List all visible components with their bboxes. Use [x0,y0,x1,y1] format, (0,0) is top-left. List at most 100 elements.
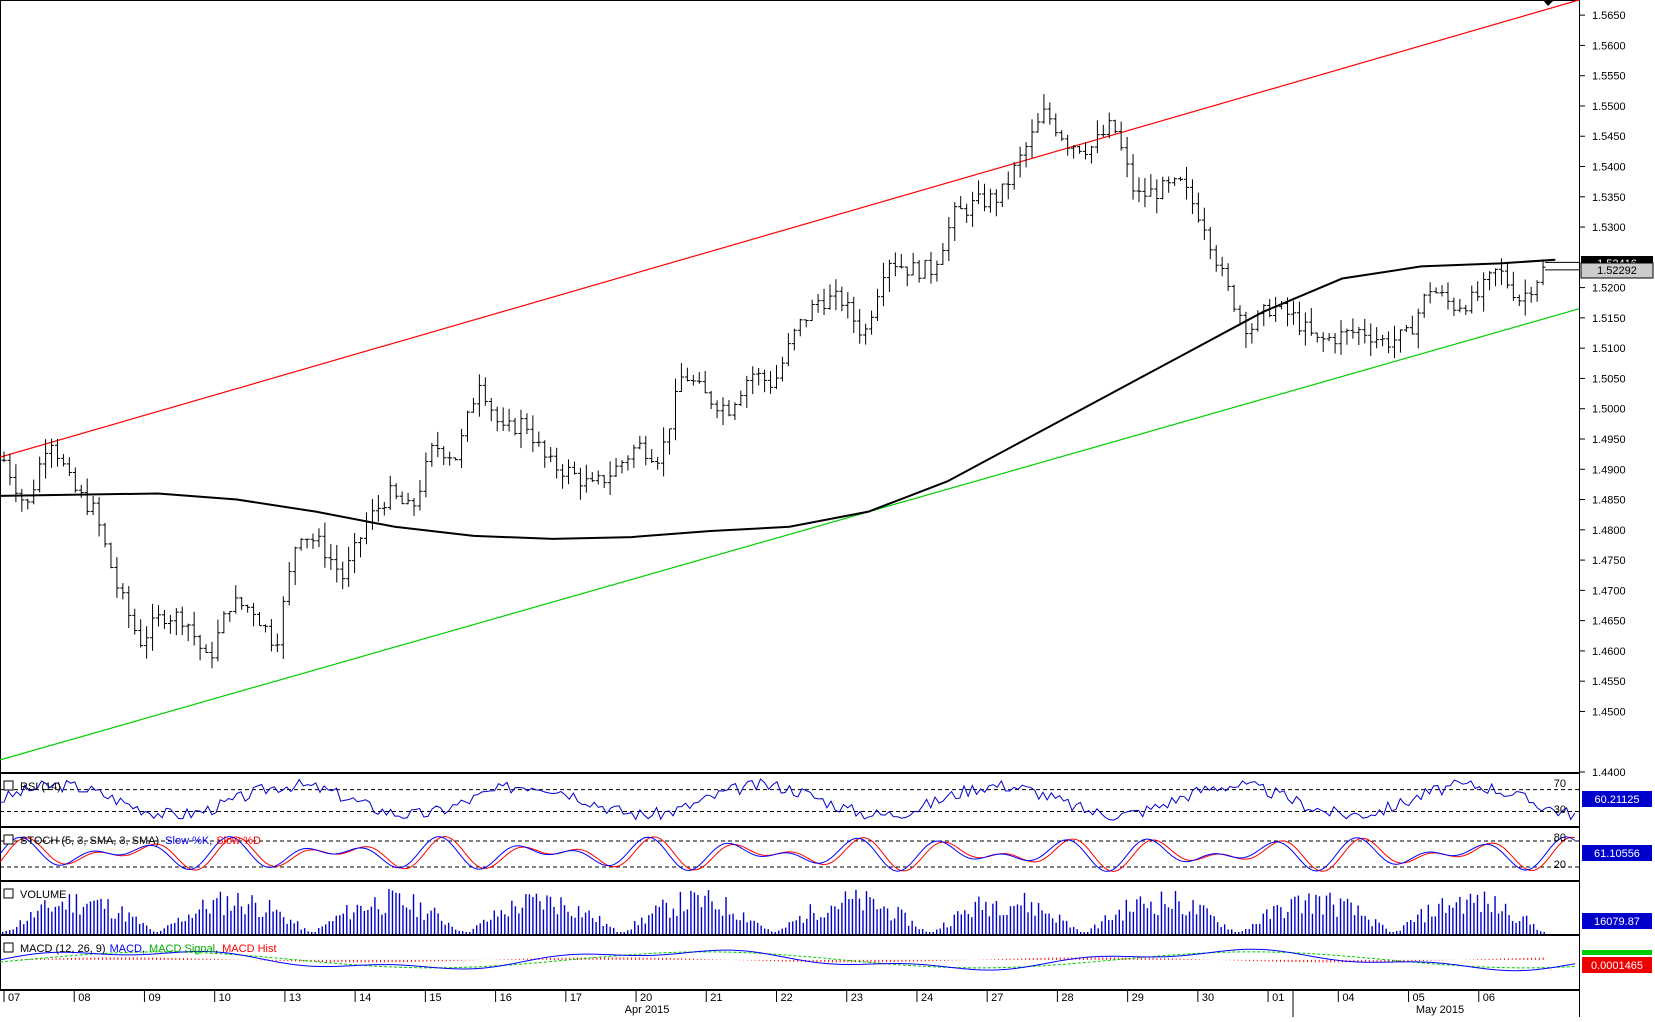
volume-bar [1027,912,1029,934]
volume-bar [988,916,991,934]
volume-title[interactable]: VOLUME [3,888,66,901]
volume-bar [402,905,404,934]
volume-bar [240,906,243,934]
volume-bar [1009,906,1012,934]
volume-bar [1202,905,1205,934]
volume-bar [430,910,432,934]
volume-bar [1427,904,1430,934]
volume-bar [679,891,682,934]
volume-bar [465,932,467,934]
volume-bar [834,906,836,934]
stoch-title[interactable]: STOCH (5, 3, SMA, 3, SMA) Slow %K, Slow %D [3,834,261,847]
rsi-value: 60.21125 [1594,794,1639,806]
volume-bar [936,929,938,934]
volume-bar [451,926,453,934]
volume-bar [33,917,36,934]
volume-panel [2,888,1545,934]
close-icon[interactable] [3,888,14,899]
rsi-title[interactable]: RSI (14) [3,780,61,793]
x-tick-label: 14 [359,992,371,1004]
volume-bar [1410,919,1412,934]
close-icon[interactable] [3,780,14,791]
volume-bar [904,912,906,934]
volume-bar [40,904,43,934]
volume-bar [1308,893,1310,934]
volume-bar [556,914,559,934]
y-tick-label: 1.4900 [1592,464,1626,476]
volume-bar [1360,915,1363,934]
x-tick-label: 17 [570,992,582,1004]
volume-bar [560,897,562,934]
volume-bar [30,912,32,934]
volume-bar [648,915,650,934]
volume-bar [511,900,513,934]
volume-bar [921,929,924,934]
volume-bar [1490,912,1493,934]
macd-value-badge [1582,957,1652,973]
y-tick-label: 1.5200 [1592,283,1626,295]
volume-bar [1097,928,1099,934]
stoch-d-name: Slow %D [216,835,261,847]
volume-bar [440,920,443,934]
volume-bar [1171,908,1173,934]
volume-bar [1087,931,1089,934]
volume-bar [795,920,797,934]
close-icon[interactable] [3,942,14,953]
volume-bar [212,900,215,934]
macd-hist-name: MACD Hist [222,943,276,955]
volume-bar [1108,920,1110,934]
volume-bar [346,905,348,934]
volume-bar [704,895,706,934]
rsi-panel-frame [0,773,1580,827]
volume-bar [521,907,524,934]
volume-bar [356,904,359,934]
volume-bar [749,920,752,934]
volume-bar [851,899,854,934]
volume-bar [518,913,520,934]
volume-bar [802,922,804,934]
volume-bar [447,922,450,934]
volume-bar [1329,892,1331,934]
volume-bar [542,909,545,934]
volume-bar [1346,898,1349,934]
volume-bar [897,906,899,934]
volume-bar [1381,924,1384,934]
macd-title[interactable]: MACD (12, 26, 9) MACD, MACD Signal, MACD Hi… [3,942,277,955]
volume-bar [409,909,411,934]
volume-bar [792,921,794,934]
close-icon[interactable] [3,834,14,845]
volume-bar [1318,896,1321,934]
volume-bar [328,921,330,934]
stoch-d-line [0,836,1575,872]
volume-bar [676,915,678,934]
volume-bar [932,932,934,934]
stoch-value-badge [1582,845,1652,861]
volume-bar [16,927,18,934]
volume-bar [398,893,401,934]
volume-bar [472,928,474,934]
volume-bar [1325,895,1328,934]
volume-bar [1206,908,1208,934]
volume-bar [412,894,415,934]
volume-bar [1385,928,1387,934]
volume-bar [61,901,64,934]
volume-bar [1494,896,1496,934]
volume-bar [100,898,102,934]
volume-bar [890,920,892,934]
volume-bar [763,928,766,934]
volume-bar [1129,911,1131,934]
volume-bar [767,929,769,934]
volume-bar [195,913,197,934]
volume-bar [167,925,169,934]
volume-bar [1139,896,1142,934]
volume-bar [300,929,302,934]
volume-bar [265,912,267,934]
volume-bar [781,928,783,934]
volume-bar [1111,919,1113,934]
rsi-title-text: RSI (14) [20,781,61,793]
volume-bar [753,920,755,934]
volume-bar [577,906,580,934]
volume-bar [1016,904,1019,934]
volume-bar [1185,915,1187,934]
volume-bar [65,909,67,934]
